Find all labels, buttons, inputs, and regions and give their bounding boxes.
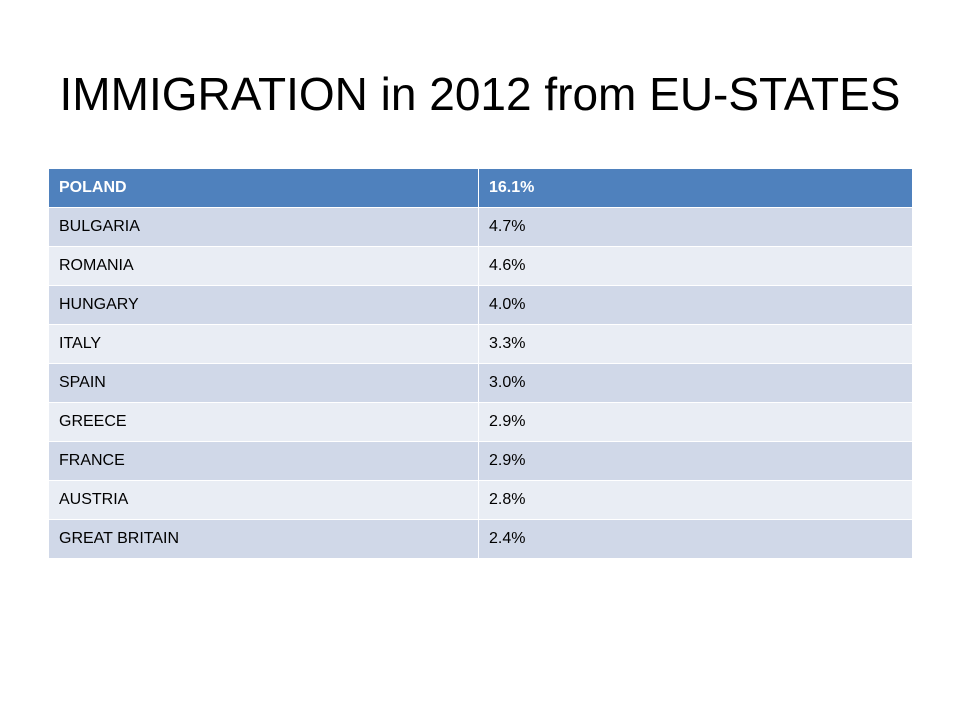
- slide-title: IMMIGRATION in 2012 from EU-STATES: [59, 68, 901, 120]
- header-country-cell: POLAND: [48, 168, 479, 208]
- table-row: HUNGARY 4.0%: [48, 285, 913, 325]
- share-cell: 4.0%: [478, 285, 913, 325]
- country-cell: ITALY: [48, 324, 479, 364]
- immigration-table: POLAND 16.1% BULGARIA 4.7% ROMANIA 4.6% …: [48, 168, 913, 559]
- country-cell: AUSTRIA: [48, 480, 479, 520]
- share-cell: 3.0%: [478, 363, 913, 403]
- table-row: SPAIN 3.0%: [48, 363, 913, 403]
- share-cell: 2.4%: [478, 519, 913, 559]
- country-cell: BULGARIA: [48, 207, 479, 247]
- country-cell: GREECE: [48, 402, 479, 442]
- country-cell: GREAT BRITAIN: [48, 519, 479, 559]
- table-row: ROMANIA 4.6%: [48, 246, 913, 286]
- share-cell: 4.6%: [478, 246, 913, 286]
- country-cell: FRANCE: [48, 441, 479, 481]
- table-row: GREAT BRITAIN 2.4%: [48, 519, 913, 559]
- table-row: FRANCE 2.9%: [48, 441, 913, 481]
- share-cell: 2.9%: [478, 441, 913, 481]
- country-cell: ROMANIA: [48, 246, 479, 286]
- header-share-cell: 16.1%: [478, 168, 913, 208]
- country-cell: SPAIN: [48, 363, 479, 403]
- share-cell: 4.7%: [478, 207, 913, 247]
- share-cell: 3.3%: [478, 324, 913, 364]
- table-row: AUSTRIA 2.8%: [48, 480, 913, 520]
- table-row: ITALY 3.3%: [48, 324, 913, 364]
- share-cell: 2.8%: [478, 480, 913, 520]
- country-cell: HUNGARY: [48, 285, 479, 325]
- table-header-row: POLAND 16.1%: [48, 168, 913, 208]
- table-row: GREECE 2.9%: [48, 402, 913, 442]
- share-cell: 2.9%: [478, 402, 913, 442]
- table-row: BULGARIA 4.7%: [48, 207, 913, 247]
